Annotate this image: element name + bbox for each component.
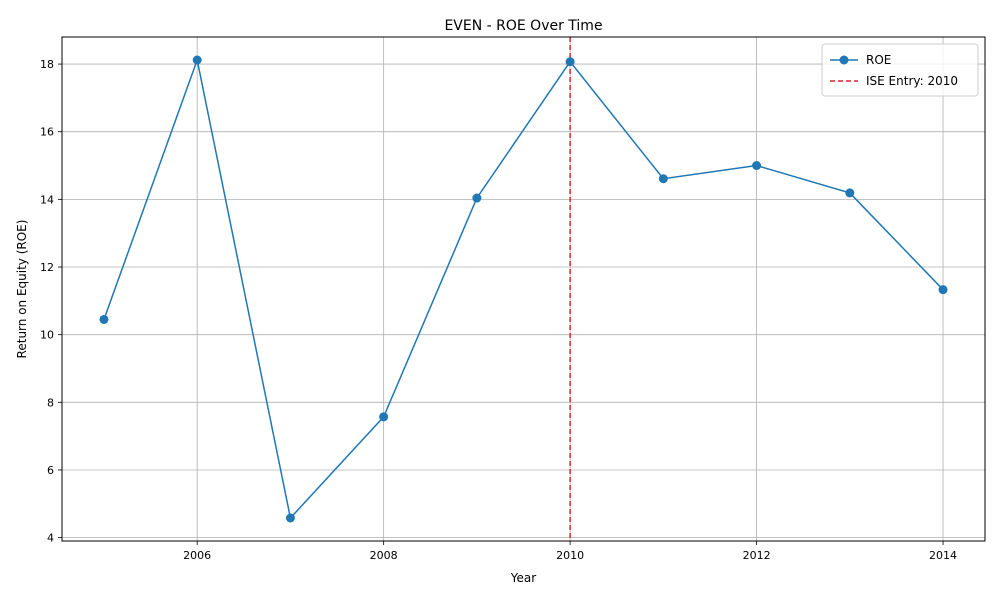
y-tick-label: 8	[47, 396, 54, 409]
y-axis-label: Return on Equity (ROE)	[15, 220, 29, 359]
y-tick-label: 12	[40, 261, 54, 274]
x-axis-label: Year	[510, 571, 536, 585]
roe-series-line	[103, 57, 944, 520]
chart-title: EVEN - ROE Over Time	[444, 18, 602, 34]
roe-data-point	[192, 55, 202, 65]
y-tick-label: 10	[40, 329, 54, 342]
y-tick-label: 6	[47, 464, 54, 477]
y-tick-label: 14	[40, 193, 54, 206]
x-tick-label: 2010	[556, 549, 584, 562]
x-tick-label: 2012	[743, 549, 771, 562]
y-tick-label: 4	[47, 532, 54, 545]
y-axis-ticks: 4 6 8 10 12 14 16 18	[40, 58, 62, 545]
series-group	[99, 55, 948, 523]
roe-data-point	[379, 412, 389, 422]
legend-roe-label: ROE	[866, 53, 891, 67]
x-axis-ticks: 2006 2008 2010 2012 2014	[183, 541, 957, 562]
roe-data-point	[938, 285, 948, 295]
plot-frame	[61, 36, 986, 542]
x-tick-label: 2008	[370, 549, 398, 562]
roe-data-point	[285, 513, 295, 523]
legend: ROE ISE Entry: 2010	[821, 43, 979, 97]
roe-data-point	[845, 188, 855, 198]
y-tick-label: 16	[40, 126, 54, 139]
y-tick-label: 18	[40, 58, 54, 71]
roe-data-point	[99, 314, 109, 324]
x-tick-label: 2006	[183, 549, 211, 562]
roe-data-point	[658, 174, 668, 184]
roe-data-point	[565, 57, 575, 67]
roe-data-point	[472, 193, 482, 203]
legend-reference-label: ISE Entry: 2010	[866, 74, 958, 88]
roe-data-point	[752, 161, 762, 171]
legend-box	[821, 43, 979, 97]
x-tick-label: 2014	[929, 549, 957, 562]
legend-roe-marker	[839, 55, 849, 65]
